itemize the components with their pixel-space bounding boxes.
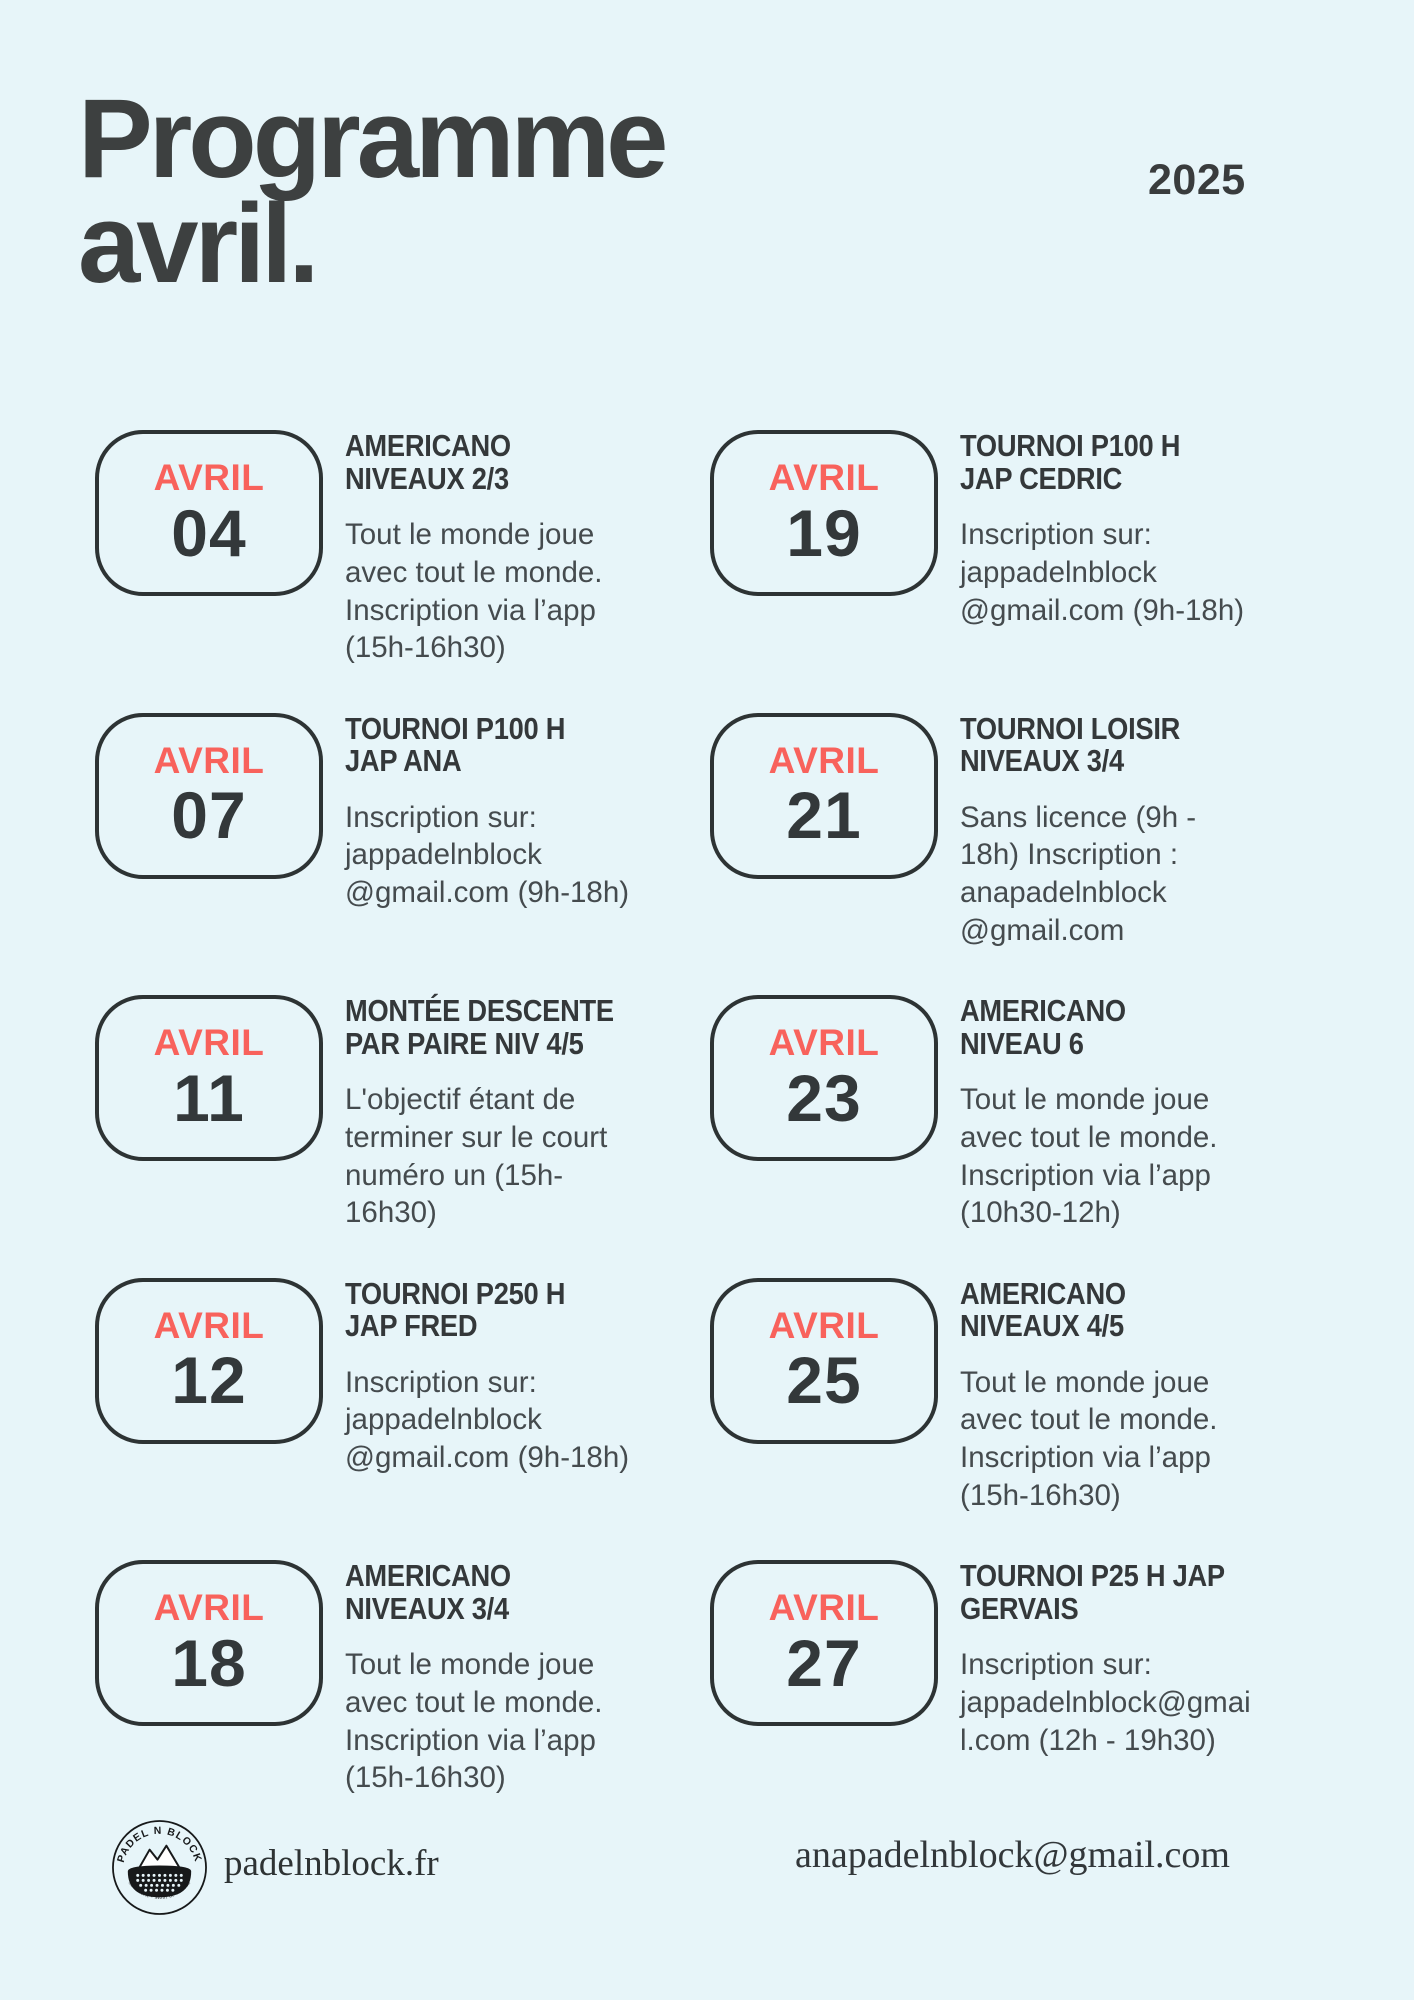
- event-description: Tout le monde joue avec tout le monde. I…: [345, 1648, 603, 1795]
- event-text-block: TOURNOI LOISIR NIVEAUX 3/4 Sans licence …: [960, 710, 1210, 950]
- event-description: Tout le monde joue avec tout le monde. I…: [960, 1083, 1218, 1230]
- event-title: TOURNOI P250 H JAP FRED: [345, 1275, 566, 1344]
- event-title: MONTÉE DESCENTE PAR PAIRE NIV 4/5: [345, 993, 614, 1061]
- event-title: AMERICANO NIVEAUX 2/3: [345, 428, 511, 496]
- event-date-badge: AVRIL 27: [710, 1560, 938, 1726]
- event-day-number: 18: [171, 1625, 247, 1700]
- event-text-block: AMERICANO NIVEAUX 3/4 Tout le monde joue…: [345, 1558, 603, 1797]
- event-card: AVRIL 07 TOURNOI P100 H JAP ANA Inscript…: [95, 707, 710, 990]
- event-title: AMERICANO NIVEAUX 4/5: [960, 1275, 1126, 1344]
- event-title: TOURNOI P25 H JAP GERVAIS: [960, 1558, 1225, 1626]
- event-description: Tout le monde joue avec tout le monde. I…: [345, 518, 603, 665]
- event-description: Sans licence (9h - 18h) Inscription : an…: [960, 800, 1197, 947]
- event-text-block: TOURNOI P25 H JAP GERVAIS Inscription su…: [960, 1558, 1261, 1759]
- padelnblock-logo-icon: PADEL N BLOCK Saint Avit - Mont de Marsa…: [112, 1820, 207, 1915]
- event-month-label: AVRIL: [768, 1304, 880, 1346]
- event-text-block: AMERICANO NIVEAUX 2/3 Tout le monde joue…: [345, 428, 603, 667]
- event-day-number: 23: [786, 1060, 862, 1135]
- event-date-badge: AVRIL 11: [95, 995, 323, 1161]
- events-grid: AVRIL 04 AMERICANO NIVEAUX 2/3 Tout le m…: [95, 424, 1345, 1837]
- event-day-number: 21: [786, 778, 862, 853]
- event-date-badge: AVRIL 18: [95, 1560, 323, 1726]
- event-card: AVRIL 21 TOURNOI LOISIR NIVEAUX 3/4 Sans…: [710, 707, 1345, 990]
- event-text-block: TOURNOI P100 H JAP ANA Inscription sur: …: [345, 710, 630, 912]
- event-month-label: AVRIL: [768, 457, 880, 498]
- event-month-label: AVRIL: [153, 1587, 265, 1628]
- event-date-badge: AVRIL 21: [710, 712, 938, 879]
- event-card: AVRIL 12 TOURNOI P250 H JAP FRED Inscrip…: [95, 1272, 710, 1555]
- event-card: AVRIL 25 AMERICANO NIVEAUX 4/5 Tout le m…: [710, 1272, 1345, 1555]
- logo-racket-holes: [136, 1873, 183, 1892]
- event-card: AVRIL 19 TOURNOI P100 H JAP CEDRIC Inscr…: [710, 424, 1345, 707]
- event-date-badge: AVRIL 19: [710, 430, 938, 596]
- event-day-number: 11: [173, 1060, 245, 1135]
- event-date-badge: AVRIL 25: [710, 1277, 938, 1444]
- event-date-badge: AVRIL 23: [710, 995, 938, 1161]
- event-month-label: AVRIL: [768, 1022, 880, 1063]
- event-title: TOURNOI P100 H JAP ANA: [345, 710, 566, 779]
- event-text-block: TOURNOI P100 H JAP CEDRIC Inscription su…: [960, 428, 1245, 629]
- event-title: TOURNOI P100 H JAP CEDRIC: [960, 428, 1181, 496]
- event-title: AMERICANO NIVEAUX 3/4: [345, 1558, 511, 1626]
- event-title: TOURNOI LOISIR NIVEAUX 3/4: [960, 710, 1181, 779]
- event-description: L'objectif étant de terminer sur le cour…: [345, 1083, 608, 1230]
- contact-email-text: anapadelnblock@gmail.com: [795, 1834, 1230, 1876]
- event-description: Inscription sur: jappadelnblock @gmail.c…: [960, 518, 1245, 627]
- website-text: padelnblock.fr: [224, 1843, 439, 1884]
- event-day-number: 27: [786, 1625, 862, 1700]
- event-title: AMERICANO NIVEAU 6: [960, 993, 1126, 1061]
- event-day-number: 25: [786, 1343, 862, 1418]
- event-month-label: AVRIL: [768, 739, 880, 781]
- event-card: AVRIL 04 AMERICANO NIVEAUX 2/3 Tout le m…: [95, 424, 710, 707]
- event-month-label: AVRIL: [153, 1022, 265, 1063]
- event-day-number: 19: [786, 495, 862, 570]
- event-day-number: 07: [171, 778, 247, 853]
- event-day-number: 04: [171, 495, 247, 570]
- event-month-label: AVRIL: [153, 1304, 265, 1346]
- event-month-label: AVRIL: [153, 457, 265, 498]
- event-description: Tout le monde joue avec tout le monde. I…: [960, 1365, 1218, 1512]
- event-text-block: AMERICANO NIVEAU 6 Tout le monde joue av…: [960, 993, 1218, 1232]
- event-card: AVRIL 11 MONTÉE DESCENTE PAR PAIRE NIV 4…: [95, 989, 710, 1272]
- event-text-block: TOURNOI P250 H JAP FRED Inscription sur:…: [345, 1275, 630, 1477]
- event-date-badge: AVRIL 12: [95, 1277, 323, 1444]
- event-card: AVRIL 18 AMERICANO NIVEAUX 3/4 Tout le m…: [95, 1554, 710, 1837]
- event-text-block: MONTÉE DESCENTE PAR PAIRE NIV 4/5 L'obje…: [345, 993, 651, 1232]
- event-description: Inscription sur: jappadelnblock @gmail.c…: [345, 800, 630, 910]
- event-day-number: 12: [171, 1343, 247, 1418]
- page-title: Programme avril.: [78, 76, 668, 307]
- event-description: Inscription sur: jappadelnblock@gmai l.c…: [960, 1648, 1251, 1757]
- year-label: 2025: [1148, 156, 1246, 204]
- event-description: Inscription sur: jappadelnblock @gmail.c…: [345, 1365, 630, 1475]
- event-card: AVRIL 23 AMERICANO NIVEAU 6 Tout le mond…: [710, 989, 1345, 1272]
- event-month-label: AVRIL: [153, 739, 265, 781]
- event-text-block: AMERICANO NIVEAUX 4/5 Tout le monde joue…: [960, 1275, 1218, 1515]
- event-month-label: AVRIL: [768, 1587, 880, 1628]
- event-card: AVRIL 27 TOURNOI P25 H JAP GERVAIS Inscr…: [710, 1554, 1345, 1837]
- event-date-badge: AVRIL 07: [95, 712, 323, 879]
- event-date-badge: AVRIL 04: [95, 430, 323, 596]
